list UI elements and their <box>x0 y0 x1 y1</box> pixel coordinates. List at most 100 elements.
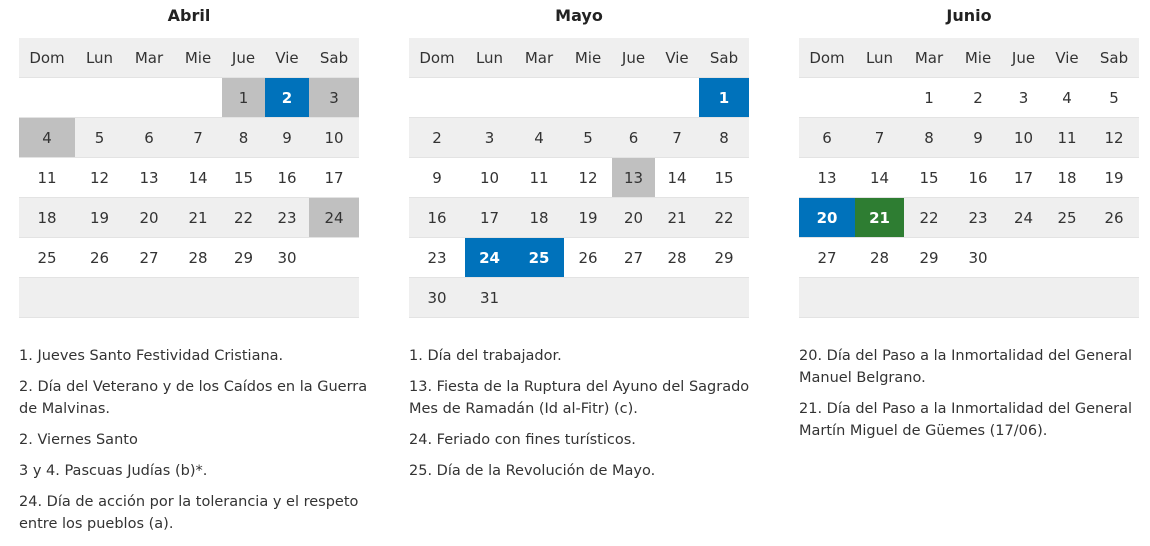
day-cell[interactable]: 13 <box>817 168 837 187</box>
day-cell[interactable]: 25 <box>37 248 57 267</box>
day-cell[interactable]: 24 <box>465 237 514 278</box>
day-cell[interactable]: 24 <box>309 197 359 238</box>
day-cell[interactable]: 8 <box>222 117 265 158</box>
day-cell[interactable]: 7 <box>174 117 222 158</box>
day-cell[interactable]: 5 <box>1109 88 1119 107</box>
day-cell[interactable]: 8 <box>904 117 954 158</box>
day-cell[interactable]: 1 <box>222 77 265 118</box>
day-cell[interactable]: 6 <box>799 117 855 158</box>
week-row: 20 21 22 23 24 25 26 <box>799 197 1139 238</box>
day-cell[interactable]: 26 <box>89 248 110 267</box>
day-cell[interactable]: 2 <box>409 117 465 158</box>
day-cell[interactable]: 16 <box>409 197 465 238</box>
weekday-header: Vie <box>1045 38 1089 78</box>
day-cell[interactable]: 16 <box>968 168 988 187</box>
day-cell[interactable]: 5 <box>75 117 124 158</box>
day-cell[interactable]: 16 <box>277 168 297 187</box>
day-cell[interactable]: 21 <box>855 197 904 238</box>
day-cell[interactable]: 7 <box>655 117 699 158</box>
day-cell[interactable]: 8 <box>699 117 749 158</box>
day-cell[interactable]: 19 <box>564 197 612 238</box>
day-cell[interactable]: 30 <box>968 248 988 267</box>
day-cell[interactable]: 11 <box>1045 117 1089 158</box>
day-cell[interactable]: 26 <box>1089 197 1139 238</box>
day-cell[interactable]: 25 <box>1045 197 1089 238</box>
day-cell[interactable]: 15 <box>233 168 254 187</box>
day-cell[interactable]: 9 <box>954 117 1002 158</box>
day-cell[interactable]: 28 <box>188 248 208 267</box>
day-cell[interactable]: 9 <box>265 117 309 158</box>
day-cell[interactable]: 27 <box>139 248 159 267</box>
day-cell[interactable]: 2 <box>265 77 309 118</box>
day-cell[interactable]: 18 <box>1057 168 1077 187</box>
empty-cell <box>564 277 612 318</box>
day-cell[interactable]: 9 <box>432 168 442 187</box>
day-cell[interactable]: 6 <box>124 117 174 158</box>
day-cell[interactable]: 2 <box>973 88 983 107</box>
day-cell[interactable]: 1 <box>699 77 749 118</box>
empty-cell <box>799 277 855 318</box>
day-cell[interactable]: 4 <box>1062 88 1072 107</box>
day-cell[interactable]: 12 <box>89 168 110 187</box>
day-cell[interactable]: 10 <box>479 168 500 187</box>
day-cell[interactable]: 17 <box>324 168 344 187</box>
day-cell[interactable]: 27 <box>817 248 837 267</box>
day-cell[interactable]: 19 <box>1104 168 1124 187</box>
day-cell[interactable]: 17 <box>1013 168 1034 187</box>
day-cell[interactable]: 3 <box>309 77 359 118</box>
day-cell[interactable]: 17 <box>465 197 514 238</box>
calendar-mayo: Mayo Dom Lun Mar Mie Jue Vie Sab 1 2 3 4 5 6 7 8 9 10 11 12… <box>409 0 749 318</box>
day-cell[interactable]: 27 <box>623 248 644 267</box>
empty-cell <box>174 277 222 318</box>
empty-cell <box>75 277 124 318</box>
day-cell[interactable]: 22 <box>699 197 749 238</box>
day-cell[interactable]: 23 <box>427 248 447 267</box>
day-cell[interactable]: 28 <box>869 248 890 267</box>
day-cell[interactable]: 29 <box>233 248 254 267</box>
day-cell[interactable]: 4 <box>19 117 75 158</box>
day-cell[interactable]: 3 <box>1018 88 1029 107</box>
day-cell[interactable]: 22 <box>222 197 265 238</box>
day-cell[interactable]: 1 <box>924 88 934 107</box>
day-cell[interactable]: 30 <box>409 277 465 318</box>
day-cell[interactable]: 20 <box>799 197 855 238</box>
day-cell[interactable]: 13 <box>139 168 159 187</box>
weekday-header: Jue <box>222 38 265 78</box>
day-cell[interactable]: 21 <box>655 197 699 238</box>
day-cell[interactable]: 6 <box>612 117 655 158</box>
day-cell[interactable]: 12 <box>1089 117 1139 158</box>
day-cell[interactable]: 29 <box>919 248 939 267</box>
day-cell[interactable]: 18 <box>19 197 75 238</box>
day-cell[interactable]: 19 <box>75 197 124 238</box>
day-cell[interactable]: 15 <box>919 168 939 187</box>
holiday-note: 1. Día del trabajador. <box>409 348 562 364</box>
day-cell[interactable]: 28 <box>667 248 687 267</box>
day-cell[interactable]: 23 <box>954 197 1002 238</box>
day-cell[interactable]: 15 <box>714 168 734 187</box>
day-cell[interactable]: 13 <box>612 157 655 198</box>
day-cell[interactable]: 3 <box>465 117 514 158</box>
day-cell[interactable]: 14 <box>667 168 687 187</box>
day-cell[interactable]: 31 <box>465 277 514 318</box>
day-cell[interactable]: 21 <box>174 197 222 238</box>
day-cell[interactable]: 14 <box>869 168 890 187</box>
day-cell[interactable]: 14 <box>188 168 208 187</box>
day-cell[interactable]: 5 <box>564 117 612 158</box>
day-cell[interactable]: 4 <box>514 117 564 158</box>
day-cell[interactable]: 10 <box>309 117 359 158</box>
day-cell[interactable]: 11 <box>529 168 549 187</box>
day-cell[interactable]: 26 <box>578 248 598 267</box>
day-cell[interactable]: 24 <box>1002 197 1045 238</box>
day-cell[interactable]: 23 <box>265 197 309 238</box>
day-cell[interactable]: 12 <box>578 168 598 187</box>
day-cell[interactable]: 20 <box>612 197 655 238</box>
day-cell[interactable]: 30 <box>277 248 297 267</box>
day-cell[interactable]: 18 <box>514 197 564 238</box>
day-cell[interactable]: 29 <box>714 248 734 267</box>
day-cell[interactable]: 11 <box>37 168 57 187</box>
day-cell[interactable]: 20 <box>124 197 174 238</box>
day-cell[interactable]: 7 <box>855 117 904 158</box>
day-cell[interactable]: 22 <box>904 197 954 238</box>
day-cell[interactable]: 10 <box>1002 117 1045 158</box>
day-cell[interactable]: 25 <box>514 237 564 278</box>
